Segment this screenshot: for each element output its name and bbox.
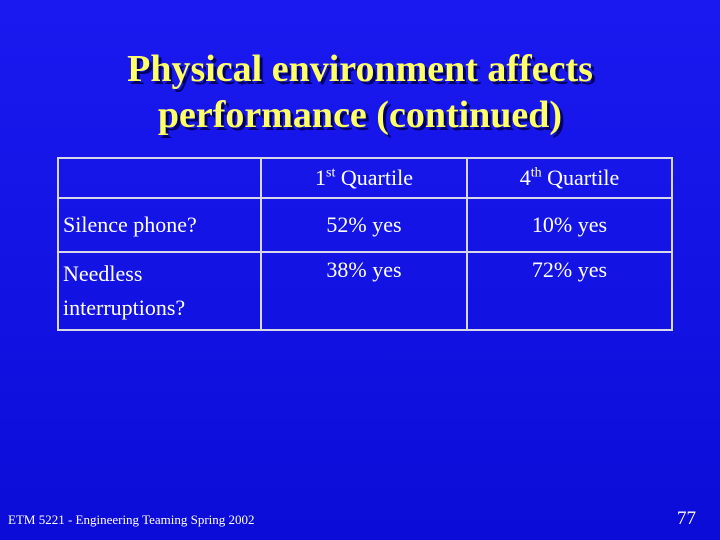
- header-cell: [57, 157, 262, 199]
- slide-title: Physical environment affects performance…: [0, 46, 720, 138]
- table-cell: 38% yes: [260, 251, 468, 331]
- title-line: Physical environment affects: [127, 48, 593, 90]
- page-number: 77: [677, 508, 696, 529]
- ordinal-suffix: st: [326, 165, 336, 181]
- header-cell: 1st Quartile: [260, 157, 468, 199]
- column-label: Quartile: [340, 165, 413, 190]
- data-table: 1st Quartile 4th Quartile Silence phone?…: [57, 157, 673, 331]
- header-cell: 4th Quartile: [466, 157, 673, 199]
- ordinal-suffix: th: [530, 165, 542, 181]
- table-cell: 72% yes: [466, 251, 673, 331]
- header-row: 1st Quartile 4th Quartile: [57, 157, 673, 199]
- column-label: Quartile: [547, 165, 620, 190]
- footer-text: ETM 5221 - Engineering Teaming Spring 20…: [8, 512, 255, 527]
- row-label: Silence phone?: [57, 197, 262, 253]
- title-line: performance (continued): [157, 94, 563, 136]
- ordinal-number: 4: [519, 165, 531, 190]
- table-cell: 10% yes: [466, 197, 673, 253]
- ordinal-number: 1: [315, 165, 327, 190]
- table-row: Silence phone? 52% yes 10% yes: [57, 197, 673, 253]
- table-cell: 52% yes: [260, 197, 468, 253]
- table-row: Needless interruptions? 38% yes 72% yes: [57, 251, 673, 331]
- row-label: Needless interruptions?: [57, 251, 262, 331]
